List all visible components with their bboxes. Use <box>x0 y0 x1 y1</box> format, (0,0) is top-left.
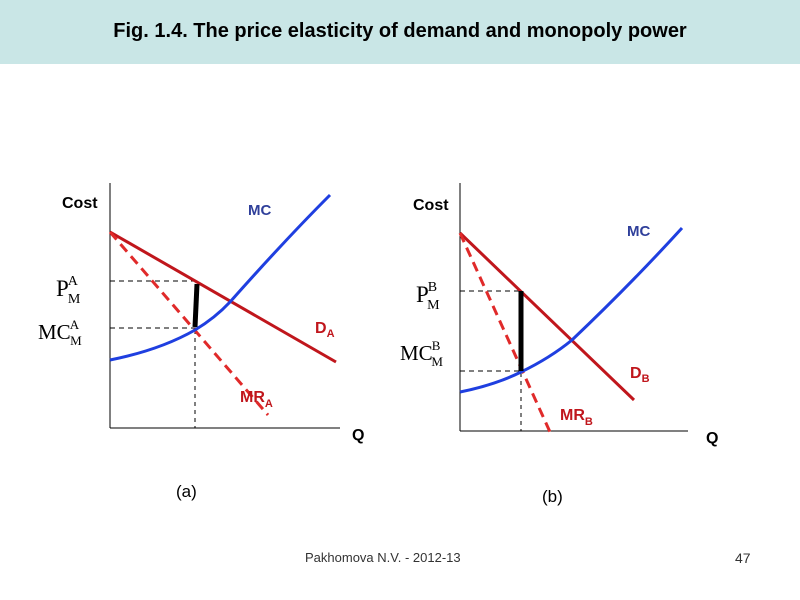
panel-b-y-axis-label: Cost <box>413 197 449 214</box>
panel-a-mr-label: MRA <box>240 389 273 410</box>
panel-b-demand-line <box>458 231 636 402</box>
page-number: 47 <box>735 550 751 566</box>
panel-a-demand-label: DA <box>315 320 335 340</box>
panel-a: Cost Q MC DA MRA PA M MCA M (a) <box>38 183 364 501</box>
footer-author: Pakhomova N.V. - 2012-13 <box>305 550 461 565</box>
title-bar: Fig. 1.4. The price elasticity of demand… <box>0 0 800 64</box>
panel-b-mr-line <box>458 232 552 433</box>
panel-b-mc-curve <box>459 226 684 394</box>
panel-a-price-label: PA M <box>56 274 81 307</box>
panel-b-price-label: PB M <box>416 280 440 313</box>
panel-a-x-axis-label: Q <box>352 427 364 444</box>
panel-b: Cost Q MC DB MRB PB M MCB M (b) <box>400 183 718 506</box>
panel-b-mc-label: MC <box>627 223 650 240</box>
panel-b-mr-label: MRB <box>560 407 593 428</box>
panel-a-caption: (a) <box>176 482 197 501</box>
slide-title: Fig. 1.4. The price elasticity of demand… <box>113 20 687 42</box>
panel-b-x-axis-label: Q <box>706 430 718 447</box>
panel-a-power-bar <box>192 283 200 328</box>
panel-b-mc-level-label: MCB M <box>400 338 443 369</box>
panel-a-mc-level-label: MCA M <box>38 317 82 348</box>
panel-b-demand-label: DB <box>630 365 650 385</box>
panel-a-mc-label: MC <box>248 202 271 219</box>
panel-a-mc-curve <box>109 193 332 362</box>
panel-b-caption: (b) <box>542 487 563 506</box>
panel-a-demand-line <box>109 230 337 364</box>
panel-a-mr-line <box>108 231 270 416</box>
panel-a-y-axis-label: Cost <box>62 195 98 212</box>
